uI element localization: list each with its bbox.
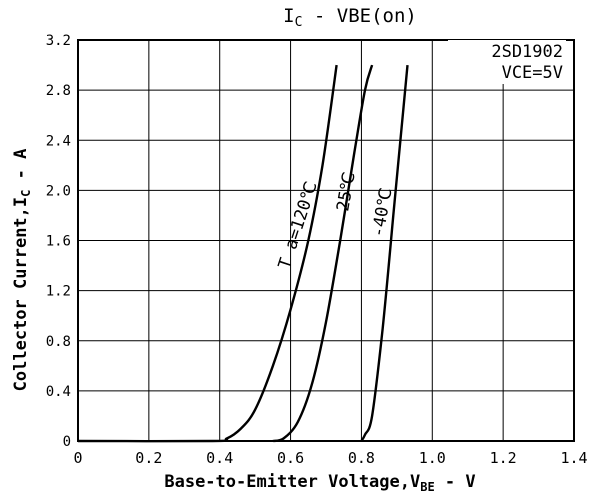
y-tick-label: 0.8 [46, 334, 71, 350]
tick-labels: 0 0.2 0.4 0.6 0.8 1.0 1.2 1.4 0 0.4 0.8 1.2 1.6 2.0 2.… [46, 33, 588, 467]
chart-title: IC - VBE(on) [283, 5, 417, 30]
part-number: 2SD1902 [491, 42, 563, 62]
series-line-m40c [360, 64, 409, 442]
y-tick-label: 2.8 [46, 83, 71, 99]
y-tick-label: 0.4 [46, 384, 71, 400]
x-tick-label: 0 [73, 449, 82, 467]
y-tick-label: 2.4 [46, 133, 71, 149]
x-tick-label: 1.0 [419, 449, 446, 467]
x-tick-label: 0.4 [206, 449, 233, 467]
x-axis-label: Base-to-Emitter Voltage,VBE - V [164, 472, 475, 494]
x-tick-label: 1.2 [490, 449, 517, 467]
x-tick-label: 0.6 [277, 449, 304, 467]
x-tick-label: 0.8 [348, 449, 375, 467]
y-tick-label: 2.0 [46, 183, 71, 199]
y-tick-label: 1.2 [46, 284, 71, 300]
series-layer [77, 64, 409, 443]
plot-frame [77, 39, 575, 442]
series-label-ta120: T a=120℃ [275, 179, 322, 271]
x-tick-label: 0.2 [135, 449, 162, 467]
series-line-ta120 [77, 64, 338, 443]
series-label-25c: 25℃ [333, 170, 360, 212]
y-tick-label: 0 [63, 434, 71, 450]
vce-condition: VCE=5V [502, 63, 563, 83]
x-tick-label: 1.4 [560, 449, 587, 467]
grid [78, 40, 574, 441]
series-line-25c [272, 64, 374, 443]
y-tick-label: 3.2 [46, 33, 71, 49]
y-axis-label: Collector Current,IC - A [11, 149, 33, 392]
annotation-mask [448, 40, 566, 84]
y-tick-label: 1.6 [46, 234, 71, 250]
